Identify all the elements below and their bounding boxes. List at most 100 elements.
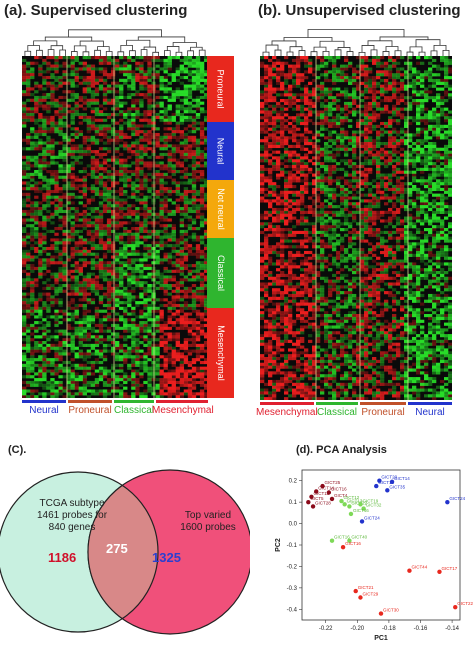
pca-point-label: GICT19 [362, 498, 378, 503]
pca-point [358, 595, 363, 600]
panel-a-colbar-mesenchymal [156, 400, 208, 403]
panel-b-col-label-classical: Classical [316, 407, 357, 418]
panel-a-subtype-sidebar: Proneural Neural Not neural Classical Me… [207, 56, 234, 398]
panel-b-col-label-proneural: Proneural [361, 407, 405, 418]
pca-point-label: GICT35 [389, 484, 405, 489]
panel-b-heatmap [260, 56, 452, 400]
pca-point-label: GICT11 [313, 491, 329, 496]
pca-point [314, 489, 319, 494]
panel-a-heatmap [22, 56, 208, 398]
panel-b-title: (b). Unsupervised clustering [258, 2, 461, 19]
dendrogram-branches [24, 29, 206, 56]
pca-point-label: GICT24 [364, 515, 380, 520]
pca-point [348, 511, 354, 517]
panel-b-colbar-proneural [360, 402, 406, 405]
pca-point-label: GICT14 [394, 476, 410, 481]
x-axis-label: PC1 [374, 635, 388, 642]
dendrogram-branches [262, 29, 450, 56]
pca-point-label: GICT16 [334, 535, 350, 540]
venn-overlap [87, 484, 159, 620]
pca-point [347, 504, 352, 509]
panel-b-colbar-mesenchymal [260, 402, 314, 405]
pca-point [340, 544, 346, 550]
pca-point [339, 498, 344, 504]
pca-point-label: GICT5 [310, 496, 324, 501]
panel-a-colbar-proneural [68, 400, 112, 403]
pca-point [347, 538, 352, 543]
pca-point [407, 568, 412, 573]
pca-point-label: GICT13 [347, 498, 363, 503]
pca-point [437, 569, 442, 574]
pca-point [320, 483, 325, 489]
sidebar-segment-classical: Classical [207, 238, 234, 308]
pca-point-label: GICT16 [331, 487, 347, 492]
pca-point-label: GICT28 [315, 500, 331, 505]
pca-point [306, 499, 311, 505]
panel-b-col-label-neural: Neural [415, 407, 445, 418]
pca-point [329, 538, 335, 543]
panel-a-colbar-classical [114, 400, 154, 403]
pca-point-label: GICT13 [378, 480, 394, 485]
sidebar-segment-neural: Neural [207, 122, 234, 180]
pca-point [374, 483, 379, 489]
x-tick-label: -0.22 [319, 626, 333, 632]
pca-point-label: GICT17 [441, 566, 457, 571]
pca-point-label: GICT16 [345, 541, 361, 546]
y-tick-label: -0.4 [287, 607, 298, 613]
y-tick-label: -0.2 [287, 564, 298, 570]
panel-a-col-label-proneural: Proneural [68, 405, 112, 416]
pca-point [329, 496, 335, 502]
pca-point [361, 506, 366, 511]
pca-point-label: GICT20 [381, 475, 397, 480]
y-axis-label: PC2 [275, 538, 282, 552]
pca-point [453, 604, 458, 610]
pca-point-label: GICT22 [457, 601, 473, 606]
panel-a-col-label-classical: Classical [113, 405, 154, 416]
panel-c-title: (C). [8, 444, 27, 456]
pca-point-label: GICT30 [383, 608, 399, 613]
venn-right-label: Top varied 1600 probes [180, 510, 236, 533]
pca-point [445, 499, 450, 505]
sidebar-segment-mesenchymal: Mesenchymal [207, 308, 234, 398]
pca-point-label: GICT44 [411, 565, 427, 570]
venn-right-count: 1325 [152, 550, 181, 565]
pca-point-label: GICT32 [366, 503, 382, 508]
pca-point-label: GICT14 [318, 485, 334, 490]
panel-d-title: (d). PCA Analysis [296, 444, 387, 456]
x-tick-label: -0.18 [382, 626, 396, 632]
pca-point [310, 504, 316, 509]
pca-point [378, 611, 384, 616]
pca-point-label: GICT46 [353, 508, 369, 513]
pca-point-label: GICT25 [325, 480, 341, 485]
x-tick-label: -0.16 [414, 626, 428, 632]
y-tick-label: -0.1 [287, 543, 298, 549]
panel-a-col-label-mesenchymal: Mesenchymal [152, 405, 214, 416]
panel-b-colbar-neural [408, 402, 452, 405]
x-tick-label: -0.20 [350, 626, 364, 632]
pca-point [358, 502, 363, 507]
heatmap-cells [22, 56, 208, 398]
pca-point [353, 588, 358, 594]
pca-point [389, 479, 395, 484]
panel-a-title: (a). Supervised clustering [4, 2, 188, 19]
panel-b-dendrogram [262, 29, 450, 56]
sidebar-segment-proneural: Proneural [207, 56, 234, 122]
panel-a-dendrogram [24, 29, 206, 56]
pca-point-label: GICT4 [334, 493, 348, 498]
y-tick-label: 0.1 [289, 500, 298, 506]
pca-point-label: GICT24 [449, 496, 465, 501]
panel-b-col-label-mesenchymal: Mesenchymal [256, 407, 318, 418]
y-tick-label: 0.0 [289, 522, 298, 528]
pca-point [326, 490, 332, 495]
venn-left-label: TCGA subtype 1461 probes for 840 genes [36, 498, 108, 533]
pca-point [309, 494, 314, 499]
pca-point [385, 488, 390, 493]
sidebar-segment-not-neural: Not neural [207, 180, 234, 238]
pca-point-label: GICT12 [344, 495, 360, 500]
pca-point-label: GICT40 [351, 535, 367, 540]
y-tick-label: 0.2 [289, 479, 298, 485]
panel-a-colbar-neural [22, 400, 66, 403]
x-tick-label: -0.14 [445, 626, 459, 632]
panel-b-colbar-classical [316, 402, 358, 405]
venn-overlap-count: 275 [106, 541, 128, 556]
